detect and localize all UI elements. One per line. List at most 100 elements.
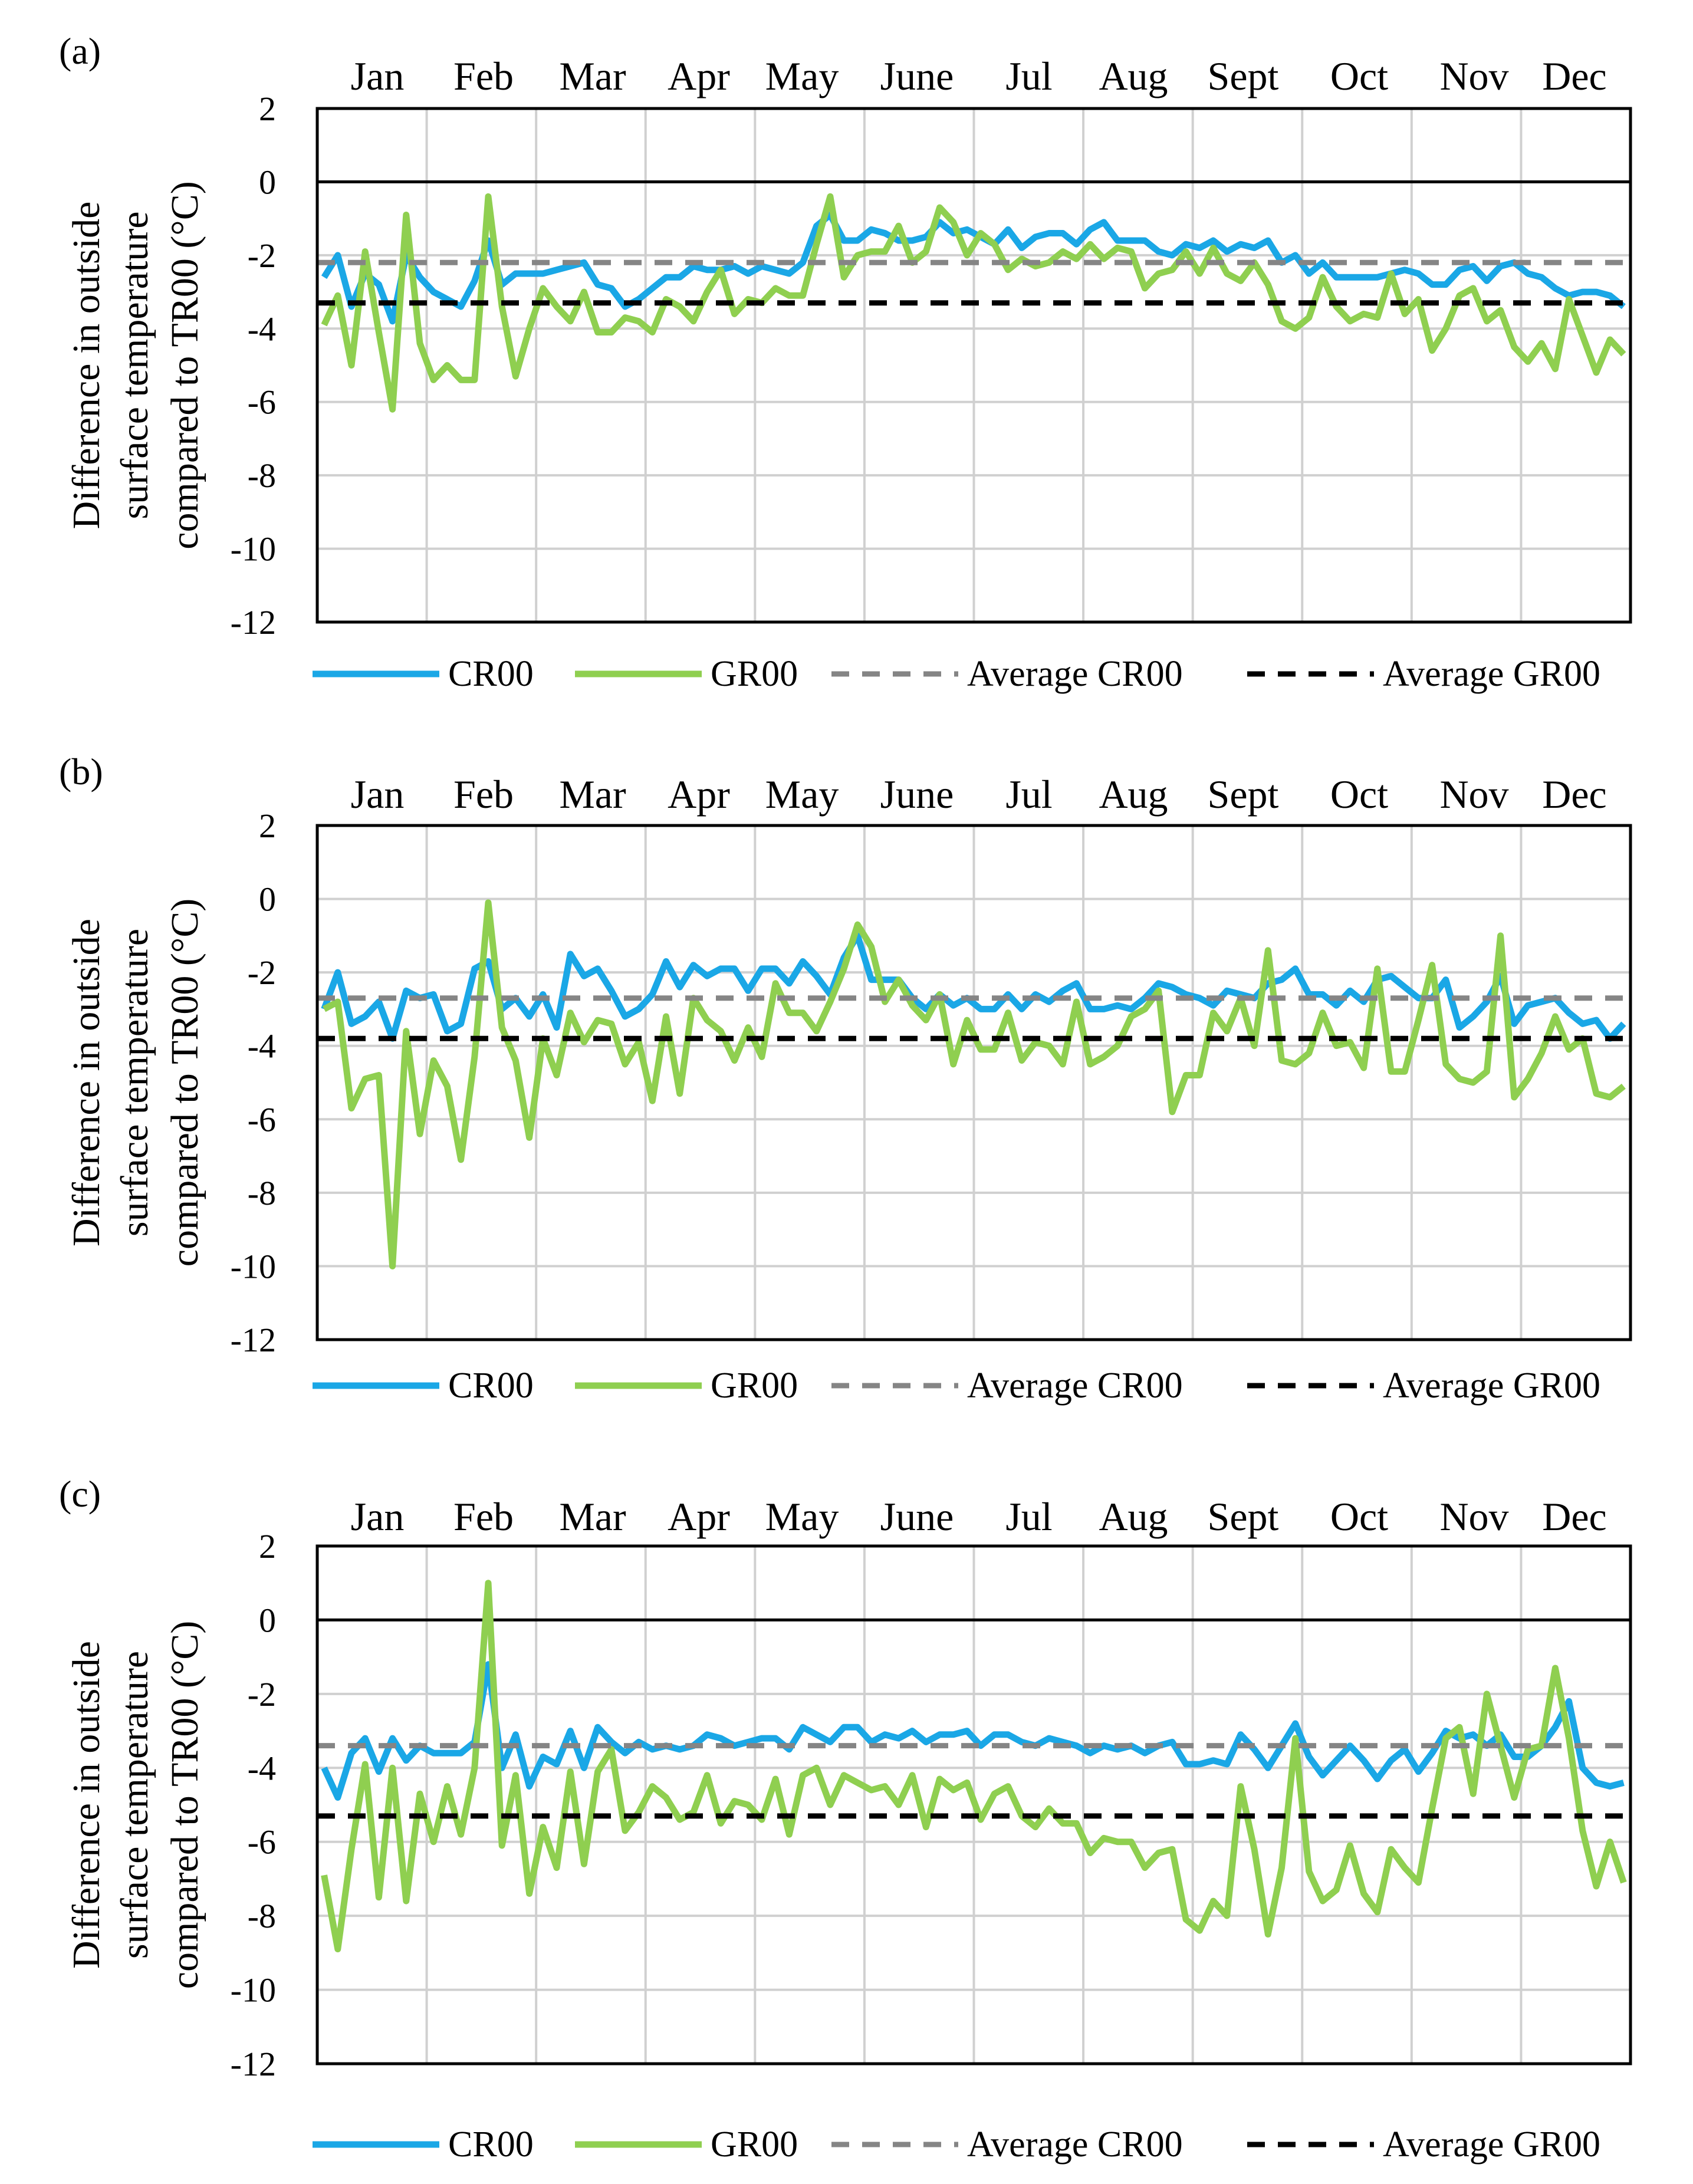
y-tick-label: -8 bbox=[248, 1897, 276, 1935]
month-label: Mar bbox=[559, 54, 626, 98]
month-label: Aug bbox=[1099, 1494, 1168, 1539]
y-tick-label: -4 bbox=[248, 1749, 276, 1787]
series-line-cr00 bbox=[321, 1661, 1625, 1801]
y-axis-title-line: compared to TR00 (°C) bbox=[163, 181, 206, 550]
series-line-gr00 bbox=[321, 1580, 1627, 1953]
panel-label: (b) bbox=[59, 751, 103, 792]
y-axis-title-line: Difference in outside bbox=[65, 202, 108, 529]
month-label: Oct bbox=[1330, 54, 1388, 98]
series-line-gr00 bbox=[323, 899, 1626, 1269]
y-axis-title-line: compared to TR00 (°C) bbox=[163, 1621, 206, 1989]
month-label: Aug bbox=[1099, 54, 1168, 98]
month-label: Dec bbox=[1542, 772, 1606, 817]
panel-c: 2 0 -2 -4 -6 -8 -10 -12 Jan Feb Mar Apr May June Jul Au… bbox=[59, 1473, 1632, 2165]
legend-label-average-gr00: Average GR00 bbox=[1383, 2124, 1600, 2165]
month-label: Jan bbox=[351, 54, 405, 98]
y-tick-label: -12 bbox=[231, 603, 276, 642]
month-label: Mar bbox=[559, 1494, 626, 1539]
month-label: June bbox=[880, 1494, 954, 1539]
month-label: May bbox=[765, 54, 839, 98]
month-label: Feb bbox=[453, 772, 514, 817]
y-tick-label: 2 bbox=[259, 90, 276, 128]
panel-a: 2 0 -2 -4 -6 -8 -10 -12 Jan Feb Mar Apr May June Jul Au… bbox=[59, 30, 1632, 694]
month-label: Jan bbox=[351, 1494, 405, 1539]
y-axis-title-line: compared to TR00 (°C) bbox=[163, 899, 206, 1267]
legend-label-gr00: GR00 bbox=[711, 1366, 798, 1406]
month-label: Nov bbox=[1439, 54, 1508, 98]
legend: CR00 GR00 Average CR00 Average GR00 bbox=[313, 654, 1600, 694]
y-axis-title-line: surface temperature bbox=[113, 929, 156, 1236]
month-label: Oct bbox=[1330, 1494, 1388, 1539]
legend-label-average-gr00: Average GR00 bbox=[1383, 1366, 1600, 1406]
y-tick-label: 2 bbox=[259, 1527, 276, 1565]
legend-label-cr00: CR00 bbox=[448, 654, 534, 694]
month-label: Aug bbox=[1099, 772, 1168, 817]
month-label: Feb bbox=[453, 1494, 514, 1539]
month-label: Sept bbox=[1208, 54, 1279, 98]
y-tick-label: -8 bbox=[248, 456, 276, 495]
month-label: Jul bbox=[1005, 54, 1052, 98]
plot-border bbox=[315, 824, 1632, 1341]
plot-border bbox=[315, 1544, 1632, 2065]
y-tick-label: 0 bbox=[259, 163, 276, 201]
y-tick-label: -10 bbox=[231, 530, 276, 568]
y-tick-label: -12 bbox=[231, 1321, 276, 1359]
month-label: June bbox=[880, 54, 954, 98]
y-axis-title-line: surface temperature bbox=[113, 1651, 156, 1959]
legend: CR00 GR00 Average CR00 Average GR00 bbox=[313, 1366, 1600, 1406]
y-axis-title-line: surface temperature bbox=[113, 211, 156, 519]
y-tick-label: -8 bbox=[248, 1174, 276, 1212]
plot-border bbox=[315, 107, 1632, 624]
month-label: Nov bbox=[1439, 1494, 1508, 1539]
legend-label-cr00: CR00 bbox=[448, 1366, 534, 1406]
y-axis-title-line: Difference in outside bbox=[65, 919, 108, 1246]
y-tick-label: -4 bbox=[248, 1027, 276, 1065]
y-tick-label: -6 bbox=[248, 383, 276, 422]
legend-label-average-cr00: Average CR00 bbox=[967, 654, 1183, 694]
series-line-cr00 bbox=[321, 211, 1626, 325]
legend-label-gr00: GR00 bbox=[711, 2124, 798, 2165]
month-label: Jan bbox=[351, 772, 405, 817]
month-label: May bbox=[765, 772, 839, 817]
month-label: June bbox=[880, 772, 954, 817]
panel-label: (c) bbox=[59, 1473, 101, 1515]
month-label: Dec bbox=[1542, 1494, 1606, 1539]
y-tick-label: 0 bbox=[259, 1601, 276, 1639]
y-tick-label: -10 bbox=[231, 1971, 276, 2009]
legend-label-average-cr00: Average CR00 bbox=[967, 1366, 1183, 1406]
month-label: Jul bbox=[1005, 772, 1052, 817]
y-tick-label: -6 bbox=[248, 1100, 276, 1139]
series-line-gr00 bbox=[321, 193, 1626, 413]
legend: CR00 GR00 Average CR00 Average GR00 bbox=[313, 2124, 1600, 2165]
month-label: Nov bbox=[1439, 772, 1508, 817]
month-label: Sept bbox=[1208, 1494, 1279, 1539]
y-tick-label: -2 bbox=[248, 953, 276, 992]
y-axis-title-line: Difference in outside bbox=[65, 1641, 108, 1969]
legend-label-average-gr00: Average GR00 bbox=[1383, 654, 1600, 694]
month-label: May bbox=[765, 1494, 839, 1539]
month-label: Apr bbox=[668, 1494, 730, 1539]
month-label: Apr bbox=[668, 772, 730, 817]
y-tick-label: -6 bbox=[248, 1823, 276, 1861]
month-label: Jul bbox=[1005, 1494, 1052, 1539]
panel-label: (a) bbox=[59, 30, 101, 72]
legend-label-average-cr00: Average CR00 bbox=[967, 2124, 1183, 2165]
y-tick-label: -10 bbox=[231, 1247, 276, 1285]
y-tick-label: 0 bbox=[259, 880, 276, 919]
y-tick-label: -4 bbox=[248, 310, 276, 348]
month-label: Mar bbox=[559, 772, 626, 817]
month-label: Oct bbox=[1330, 772, 1388, 817]
month-label: Dec bbox=[1542, 54, 1606, 98]
y-tick-label: -12 bbox=[231, 2045, 276, 2083]
y-tick-label: 2 bbox=[259, 807, 276, 845]
month-label: Apr bbox=[668, 54, 730, 98]
y-tick-label: -2 bbox=[248, 236, 276, 275]
month-label: Feb bbox=[453, 54, 514, 98]
panel-b: 2 0 -2 -4 -6 -8 -10 -12 Jan Feb Mar Apr May June Jul Au… bbox=[59, 751, 1632, 1406]
legend-label-cr00: CR00 bbox=[448, 2124, 534, 2165]
y-tick-label: -2 bbox=[248, 1675, 276, 1713]
legend-label-gr00: GR00 bbox=[711, 654, 798, 694]
month-label: Sept bbox=[1208, 772, 1279, 817]
